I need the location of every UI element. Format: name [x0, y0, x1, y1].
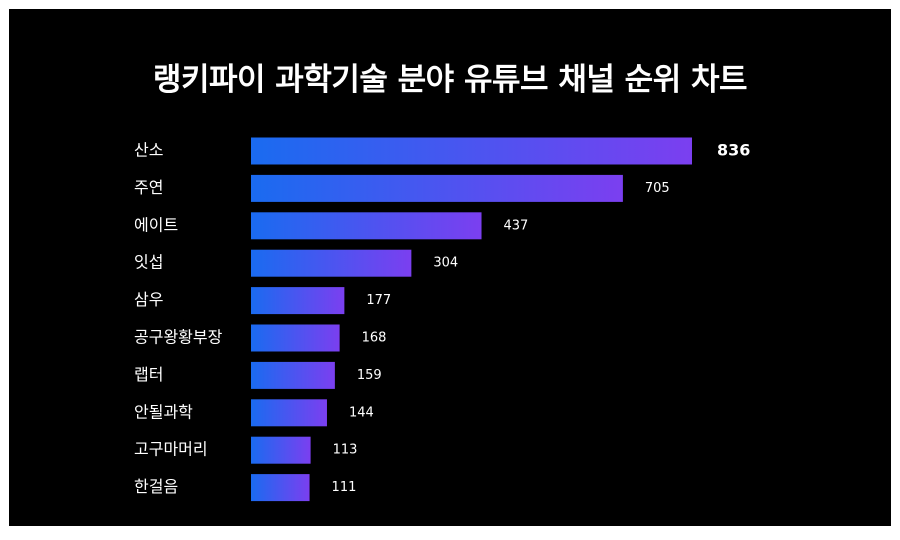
value-label: 437	[504, 218, 529, 233]
value-label: 113	[333, 443, 358, 458]
bar	[251, 361, 335, 389]
value-label: 111	[332, 480, 357, 495]
bar	[251, 137, 692, 165]
value-label: 159	[357, 368, 382, 383]
category-label: 산소	[134, 141, 163, 160]
category-label: 공구왕황부장	[134, 328, 223, 347]
bar	[251, 474, 310, 502]
bar	[251, 212, 482, 240]
bar	[251, 174, 623, 202]
bar	[251, 399, 327, 427]
category-label: 잇섭	[134, 253, 163, 272]
category-label: 주연	[134, 178, 163, 197]
category-label: 삼우	[134, 290, 163, 309]
bar	[251, 324, 340, 352]
chart-title: 랭키파이 과학기술 분야 유튜브 채널 순위 차트	[152, 62, 748, 98]
value-label: 705	[645, 181, 670, 196]
category-label: 에이트	[134, 215, 178, 234]
value-label: 836	[717, 141, 750, 160]
value-label: 177	[366, 293, 391, 308]
value-label: 144	[349, 405, 374, 420]
category-label: 안될과학	[134, 402, 193, 421]
bar	[251, 249, 412, 277]
bar-chart: 산소 836 주연 705 에이트 437 잇섭 304 삼우 177 공구왕황부장 168 랩터 159…	[134, 137, 750, 502]
category-label: 고구마머리	[134, 440, 208, 459]
category-label: 한걸음	[134, 477, 178, 496]
bar	[251, 436, 311, 464]
value-label: 168	[362, 331, 387, 346]
value-label: 304	[433, 256, 458, 271]
category-label: 랩터	[134, 365, 163, 384]
chart-frame: 랭키파이 과학기술 분야 유튜브 채널 순위 차트 산소 836 주연 705 에이트 4…	[9, 9, 891, 526]
bar	[251, 287, 345, 315]
